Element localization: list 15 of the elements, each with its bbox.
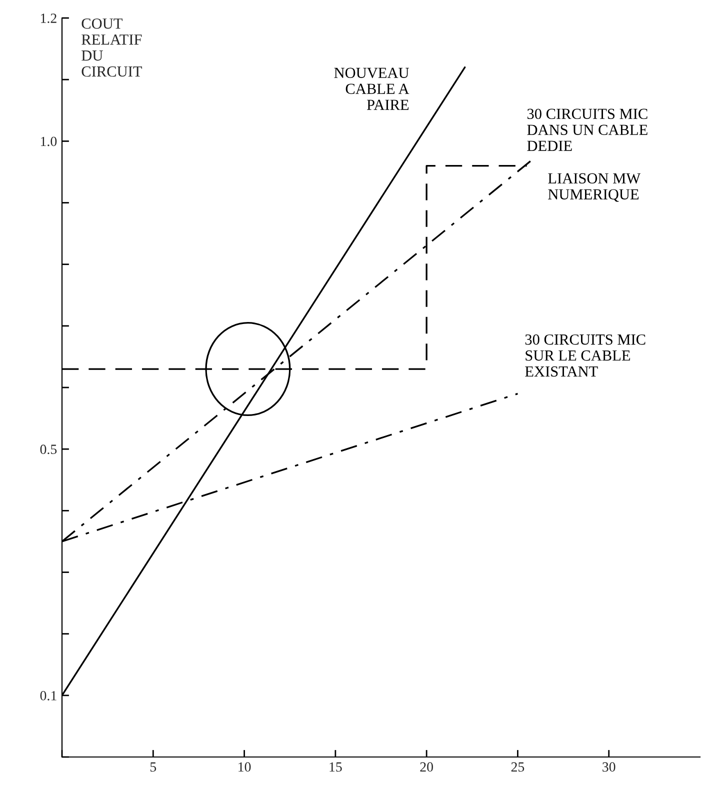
x-tick-label: 5 — [150, 762, 156, 772]
series-label: 30 CIRCUITS MIC DANS UN CABLE DEDIE — [527, 108, 648, 151]
y-tick-label: 1.0 — [41, 136, 57, 146]
y-tick-label: 1.2 — [41, 14, 56, 24]
x-tick-label: 20 — [420, 762, 433, 772]
y-tick-label: 0.5 — [40, 444, 57, 454]
y-axis-title: COUT RELATIF DU CIRCUIT — [82, 18, 142, 77]
series-label: 30 CIRCUITS MIC SUR LE CABLE EXISTANT — [525, 334, 646, 377]
x-tick-label: 25 — [511, 762, 524, 772]
y-tick-label: 0.1 — [40, 691, 56, 700]
x-tick-label: 10 — [238, 762, 251, 772]
x-tick-label: 30 — [602, 762, 616, 772]
series-label: NOUVEAU CABLE A PAIRE — [334, 68, 410, 110]
series-label: LIAISON MW NUMERIQUE — [548, 173, 641, 202]
x-tick-label: 15 — [330, 762, 342, 772]
